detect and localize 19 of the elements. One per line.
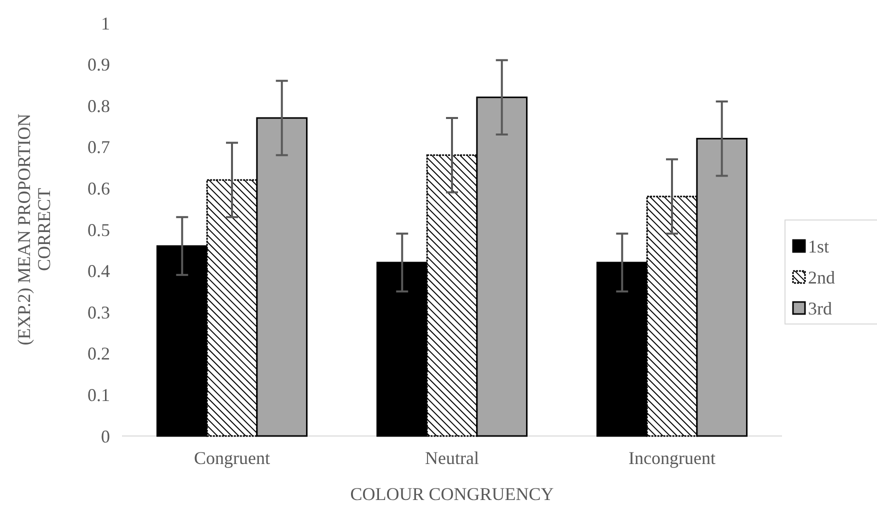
y-tick-label: 0.9	[88, 54, 110, 75]
x-tick-label: Congruent	[194, 448, 270, 468]
y-tick-label: 0.6	[88, 178, 110, 198]
y-tick-label: 1	[101, 13, 110, 34]
y-tick-label: 0.8	[88, 96, 110, 116]
x-tick-label: Incongruent	[628, 448, 716, 468]
legend-label: 3rd	[808, 298, 832, 318]
y-tick-label: 0.5	[88, 220, 110, 240]
y-tick-label: 0	[101, 426, 110, 446]
x-axis-title: COLOUR CONGRUENCY	[350, 484, 554, 504]
legend-label: 1st	[808, 236, 830, 256]
y-axis-title: (EXP.2) MEAN PROPORTION CORRECT	[14, 114, 54, 346]
y-tick-label: 0.1	[88, 385, 110, 405]
x-tick-label: Neutral	[425, 448, 479, 468]
y-tick-label: 0.4	[88, 261, 110, 282]
y-tick-label: 0.2	[88, 344, 110, 364]
y-tick-label: 0.3	[88, 302, 110, 322]
legend-label: 2nd	[808, 267, 835, 288]
y-tick-label: 0.7	[88, 137, 110, 158]
